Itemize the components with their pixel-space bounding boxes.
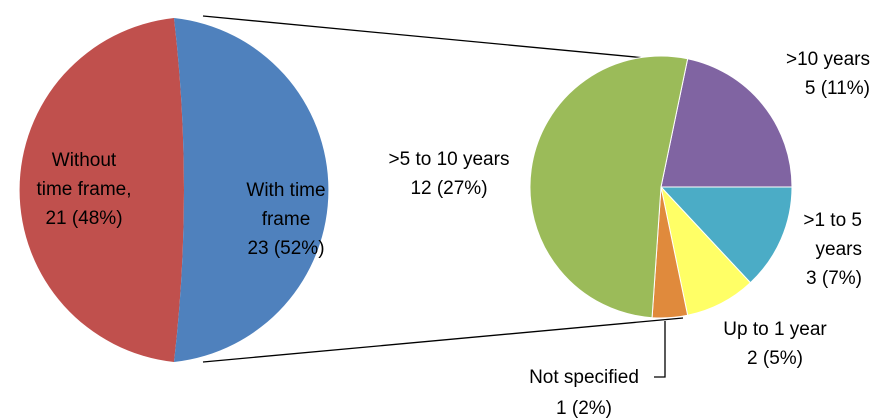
label-up-to-1-year-line: 2 (5%): [747, 348, 803, 369]
label-1-to-5-years: >1 to 5 years 3 (7%): [803, 210, 862, 289]
slice-5-to-10-years: [529, 55, 689, 319]
slice-with-time-frame: [174, 18, 329, 362]
label-5-to-10-years-line: >5 to 10 years: [389, 149, 510, 170]
slice-labels: Without time frame, 21 (48%) With time frame…: [36, 49, 870, 419]
label-5-to-10-years: >5 to 10 years 12 (27%): [389, 149, 510, 199]
label-with-time-frame-line: frame: [262, 209, 311, 230]
label-with-time-frame-line: With time: [246, 180, 325, 201]
label-with-time-frame: With time frame 23 (52%): [246, 180, 325, 259]
label-over-10-years: >10 years 5 (11%): [786, 49, 870, 99]
connector-line-top: [202, 15, 689, 63]
label-up-to-1-year: Up to 1 year 2 (5%): [723, 319, 827, 369]
label-1-to-5-years-line: >1 to 5: [803, 210, 862, 231]
breakdown-pie: [529, 55, 793, 319]
slice-1-to-5: [659, 186, 793, 284]
connector-line-bottom: [202, 317, 684, 363]
label-1-to-5-years-line: 3 (7%): [806, 268, 862, 289]
label-without-time-frame: Without time frame, 21 (48%): [36, 150, 131, 229]
label-5-to-10-years-line: 12 (27%): [410, 178, 487, 199]
label-over-10-years-line: 5 (11%): [805, 78, 870, 99]
main-pie: [19, 18, 329, 362]
label-up-to-1-year-line: Up to 1 year: [723, 319, 827, 340]
label-not-specified-line: 1 (2%): [556, 398, 612, 419]
slice-10-years: [660, 58, 793, 188]
label-not-specified-line: Not specified: [529, 367, 639, 388]
label-not-specified: Not specified 1 (2%): [529, 367, 639, 419]
label-without-time-frame-line: 21 (48%): [45, 208, 122, 229]
label-1-to-5-years-line: years: [816, 239, 862, 260]
label-without-time-frame-line: Without: [52, 150, 117, 171]
label-over-10-years-line: >10 years: [786, 49, 870, 70]
label-without-time-frame-line: time frame,: [36, 179, 131, 200]
leader-line-not-specified: [654, 321, 666, 378]
label-with-time-frame-line: 23 (52%): [247, 238, 324, 259]
slice-without: [19, 18, 184, 362]
connector-lines: [202, 15, 689, 363]
